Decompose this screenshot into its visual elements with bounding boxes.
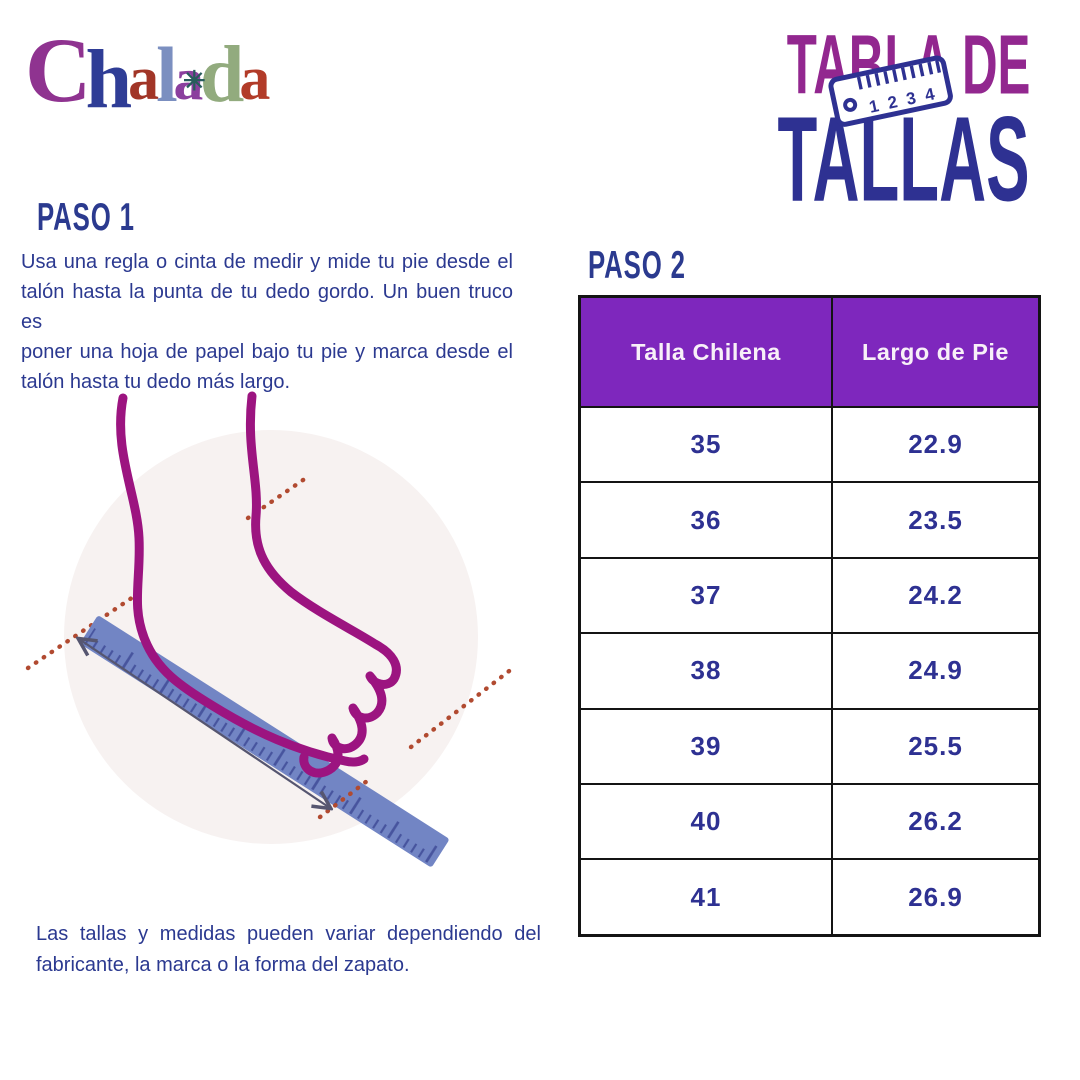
largo-cell: 26.9 [831,860,1038,934]
largo-cell: 22.9 [831,408,1038,482]
talla-cell: 41 [690,881,722,912]
table-row: 40 26.2 [581,782,1038,859]
tape-number: 3 [905,88,918,109]
brand-logo: Chalada ✳ [25,19,271,122]
logo-letter: C [25,19,92,121]
size-table-body: 35 22.9 36 23.5 37 24.2 38 24.9 39 25.5 … [581,406,1038,934]
largo-cell: 24.9 [831,634,1038,708]
note-line: Las tallas y medidas pueden variar depen… [36,923,541,945]
largo-cell: 25.5 [831,709,1038,783]
logo-letter: l [156,31,178,118]
table-row: 38 24.9 [581,632,1038,708]
measuring-tape-icon: 1 2 3 4 [828,55,953,127]
logo-letter: h [85,33,133,126]
logo-letter: a [128,45,160,113]
table-row: 36 23.5 [581,481,1038,557]
column-header-largo-de-pie: Largo de Pie [831,298,1038,406]
table-row: 35 22.9 [581,406,1038,482]
logo-letter: d [199,31,245,119]
talla-cell: 37 [690,579,722,610]
foot-measurement-illustration [25,391,516,867]
table-row: 41 26.9 [581,858,1038,934]
talla-cell: 35 [690,429,722,460]
table-row: 37 24.2 [581,556,1038,633]
size-table-header: Talla Chilena Largo de Pie [581,298,1038,406]
disclaimer-note: Las tallas y medidas pueden variar depen… [36,919,541,981]
measurement-arrow [79,639,330,808]
paso1-line: poner una hoja de papel bajo tu pie y ma… [21,341,513,363]
tape-number: 1 [867,96,880,117]
tape-number: 4 [923,84,937,105]
paso1-instructions: Usa una regla o cinta de medir y mide tu… [21,247,513,397]
foot-outline [116,391,401,778]
talla-cell: 39 [690,730,722,761]
paso1-line: talón hasta la punta de tu dedo gordo. U… [21,281,513,333]
page-title-line2: TALLAS [778,90,1030,227]
talla-cell: 36 [690,504,722,535]
largo-cell: 26.2 [831,784,1038,859]
paso1-line: talón hasta tu dedo más largo. [21,371,291,393]
largo-cell: 23.5 [831,483,1038,557]
logo-letter: a [239,45,271,113]
size-table: Talla Chilena Largo de Pie 35 22.9 36 23… [578,295,1041,937]
note-line: fabricante, la marca o la forma del zapa… [36,954,410,976]
table-row: 39 25.5 [581,707,1038,783]
toe-guide-dotted-line [317,665,516,820]
tape-number: 2 [886,92,899,113]
column-header-talla-chilena: Talla Chilena [631,338,781,365]
talla-cell: 40 [690,806,722,837]
paso2-heading: PASO 2 [588,244,686,288]
paso1-heading: PASO 1 [37,196,135,240]
talla-cell: 38 [690,655,722,686]
paso1-line: Usa una regla o cinta de medir y mide tu… [21,251,513,273]
largo-cell: 24.2 [831,558,1038,633]
flower-icon: ✳ [183,66,206,96]
